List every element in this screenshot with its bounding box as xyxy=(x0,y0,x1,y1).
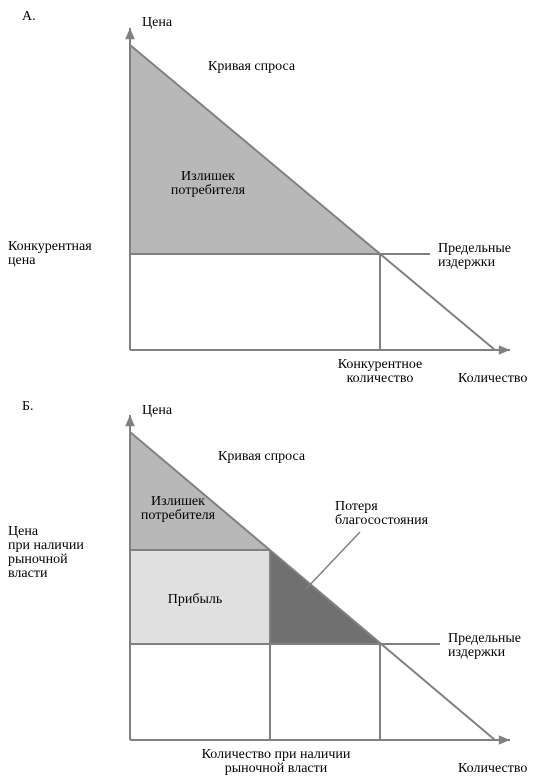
label-profit: Прибыль xyxy=(168,592,223,607)
label-demand-curve-b: Кривая спроса xyxy=(218,449,306,464)
label-quantity: Количество xyxy=(458,371,527,386)
label-consumer-surplus-b: Излишекпотребителя xyxy=(141,494,216,523)
label-competitive-qty: Конкурентноеколичество xyxy=(338,357,422,386)
label-price: Цена xyxy=(142,15,173,30)
label-quantity-b: Количество xyxy=(458,761,527,776)
economics-figure: А. Цена Кривая спроса Излишекпотребителя Кон… xyxy=(0,0,539,776)
panel-tag-a: А. xyxy=(22,9,36,24)
label-price-b: Цена xyxy=(142,403,173,418)
panel-tag-b: Б. xyxy=(22,399,34,414)
label-consumer-surplus: Излишекпотребителя xyxy=(171,169,246,198)
label-demand-curve: Кривая спроса xyxy=(208,59,296,74)
